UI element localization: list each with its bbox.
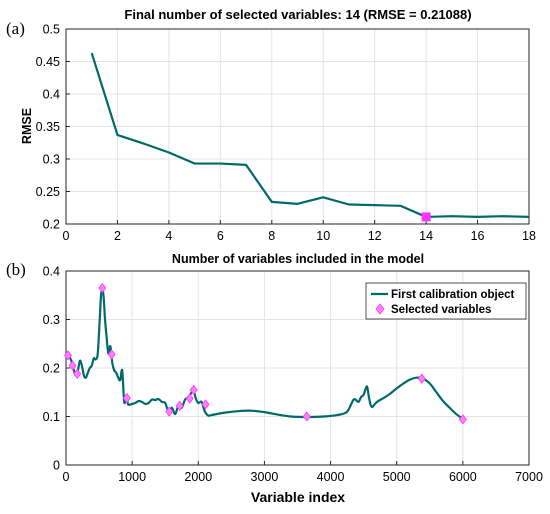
selected-variable-marker xyxy=(165,406,174,417)
rmse-x-tick-label: 4 xyxy=(165,229,172,243)
x-axis-label: Variable index xyxy=(251,489,345,505)
selected-variable-marker xyxy=(458,414,467,425)
legend-entry-calibration: First calibration object xyxy=(391,289,514,301)
selected-variable-marker xyxy=(107,349,116,360)
rmse-x-tick-label: 10 xyxy=(316,229,330,243)
rmse-y-tick-label: 0.4 xyxy=(43,88,60,102)
x-axis-label: Number of variables included in the mode… xyxy=(172,252,424,266)
rmse-x-tick-label: 8 xyxy=(268,229,275,243)
variables-x-tick-label: 5000 xyxy=(383,470,411,484)
selected-variable-marker xyxy=(63,350,72,361)
selected-variable-marker xyxy=(201,399,210,410)
legend: First calibration object Selected variab… xyxy=(365,282,527,320)
selected-variable-marker xyxy=(189,384,198,395)
selected-point-marker xyxy=(421,212,431,222)
selected-variables-chart: (b) 0 1000 2000 3000 4000 5000 6000 7000 0 0.1 0.2… xyxy=(6,260,543,505)
rmse-x-tick-label: 14 xyxy=(419,229,433,243)
variables-x-tick-label: 0 xyxy=(63,470,70,484)
variables-y-tick-label: 0.4 xyxy=(43,265,60,279)
rmse-x-tick-label: 18 xyxy=(522,229,536,243)
selected-variable-marker xyxy=(302,411,311,422)
series xyxy=(63,282,467,425)
selected-variable-marker xyxy=(98,282,107,294)
rmse-x-tick-label: 2 xyxy=(114,229,121,243)
selected-variable-marker xyxy=(185,393,194,404)
variables-y-tick-label: 0.2 xyxy=(43,362,60,376)
selected-variable-marker xyxy=(122,392,131,404)
variables-y-tick-label: 0 xyxy=(53,459,60,473)
axis-ticks: 0 1000 2000 3000 4000 5000 6000 7000 0 0.1 0.2 0.3 0… xyxy=(43,265,543,485)
rmse-y-tick-label: 0.25 xyxy=(36,185,60,199)
variables-x-tick-label: 1000 xyxy=(118,470,146,484)
rmse-y-tick-label: 0.35 xyxy=(36,120,60,134)
axes-box xyxy=(65,270,530,466)
legend-diamond-swatch xyxy=(375,303,385,315)
variables-x-tick-label: 2000 xyxy=(184,470,212,484)
series xyxy=(90,52,530,222)
panel-label-b: (b) xyxy=(6,260,26,279)
variables-x-tick-label: 4000 xyxy=(317,470,345,484)
legend-box xyxy=(365,282,527,320)
chart-title: Final number of selected variables: 14 (… xyxy=(124,7,471,22)
variables-x-tick-label: 7000 xyxy=(515,470,543,484)
variables-y-tick-label: 0.3 xyxy=(43,313,60,327)
rmse-x-tick-label: 0 xyxy=(63,229,70,243)
selected-variable-marker xyxy=(175,400,184,411)
rmse-y-tick-label: 0.3 xyxy=(43,153,60,167)
rmse-line xyxy=(90,52,530,219)
y-axis-label: RMSE xyxy=(20,108,34,144)
selected-variable-marker xyxy=(73,368,82,379)
variables-x-tick-label: 6000 xyxy=(449,470,477,484)
rmse-x-tick-label: 16 xyxy=(471,229,485,243)
rmse-y-tick-label: 0.2 xyxy=(43,218,60,232)
axes-box xyxy=(65,28,530,225)
selected-variable-marker xyxy=(417,373,426,384)
rmse-y-tick-label: 0.45 xyxy=(36,55,60,69)
rmse-chart: (a) Final number of selected variables: … xyxy=(6,7,536,266)
rmse-x-tick-label: 6 xyxy=(217,229,224,243)
panel-label-a: (a) xyxy=(6,19,25,38)
variables-x-tick-label: 3000 xyxy=(251,470,279,484)
variables-y-tick-label: 0.1 xyxy=(43,410,60,424)
selected-variable-marker xyxy=(68,360,77,371)
grid xyxy=(66,29,529,224)
rmse-x-tick-label: 12 xyxy=(368,229,382,243)
axis-ticks: 0 2 4 6 8 10 12 14 16 18 0.2 0.25 0.3 0.35 0.4 0.45 0.5 xyxy=(36,23,536,244)
rmse-y-tick-label: 0.5 xyxy=(43,23,60,37)
legend-entry-selected: Selected variables xyxy=(391,304,491,316)
